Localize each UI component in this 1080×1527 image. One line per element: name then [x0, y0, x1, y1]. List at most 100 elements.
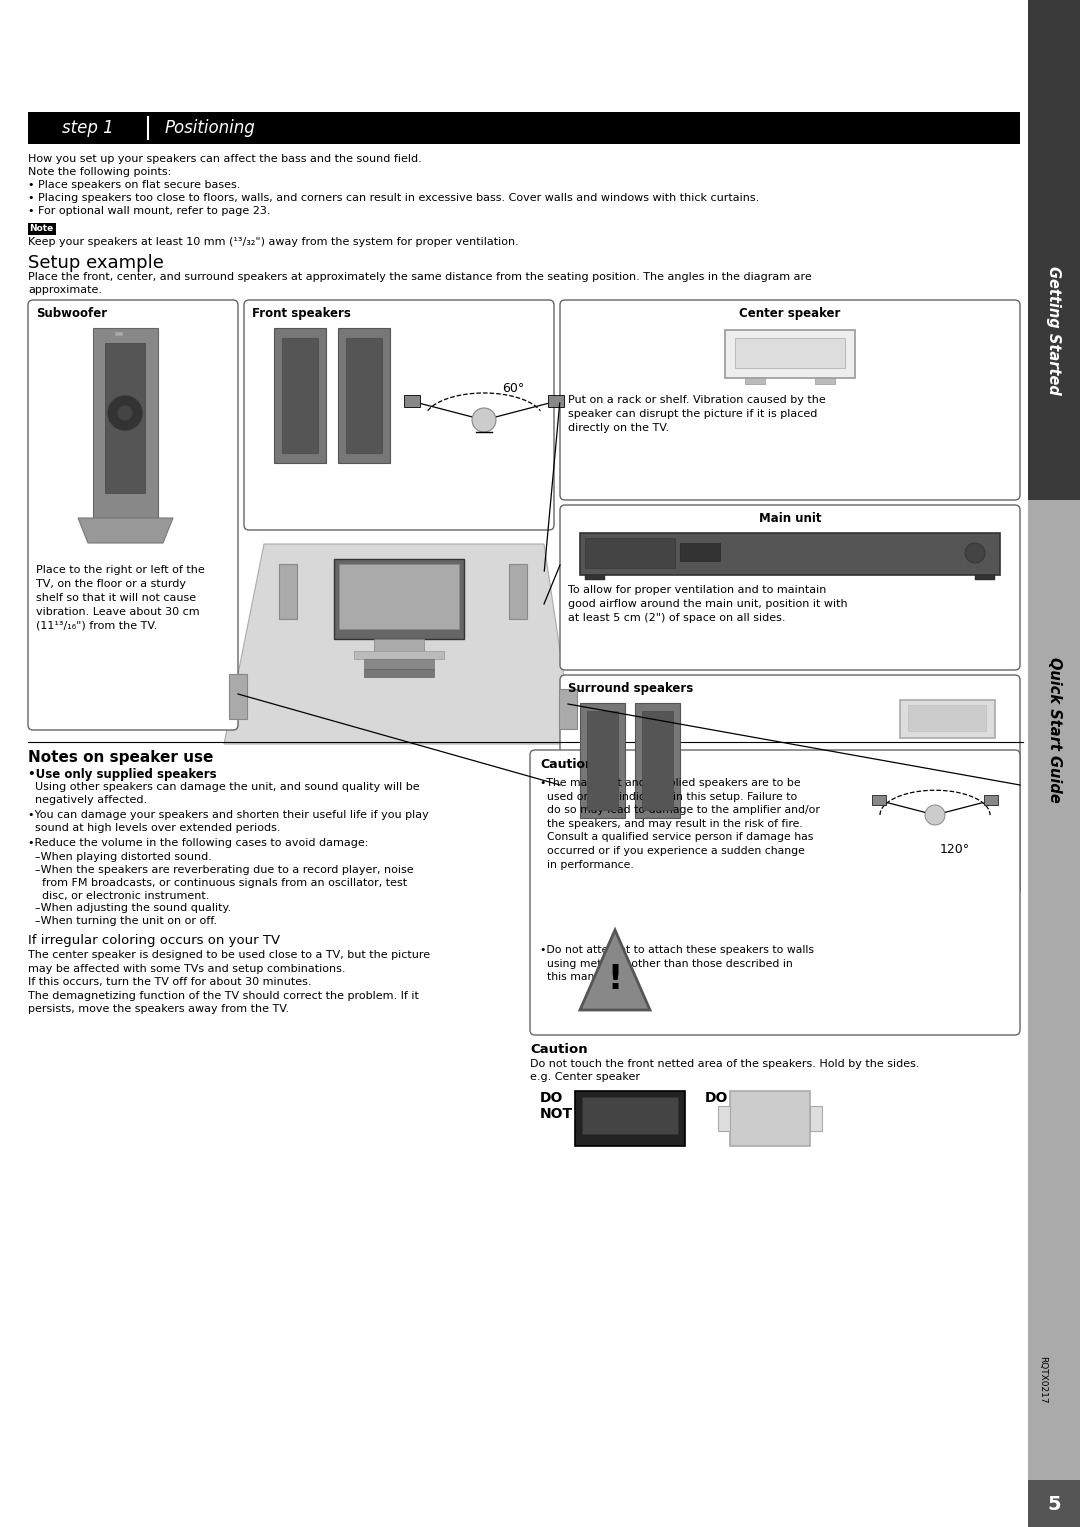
Polygon shape	[580, 930, 650, 1009]
Bar	[274, 328, 326, 463]
Bar	[975, 576, 995, 580]
FancyBboxPatch shape	[561, 505, 1020, 670]
Bar	[585, 576, 605, 580]
Text: 120°: 120°	[940, 843, 970, 857]
Bar	[635, 702, 680, 818]
Text: To allow for proper ventilation and to maintain
good airflow around the main uni: To allow for proper ventilation and to m…	[568, 585, 848, 623]
Text: Caution: Caution	[530, 1043, 588, 1057]
Bar	[1028, 1480, 1080, 1527]
Bar	[582, 1096, 678, 1135]
Bar	[580, 702, 625, 818]
Bar	[680, 544, 720, 560]
Bar	[279, 563, 297, 618]
Bar	[509, 563, 527, 618]
Text: Main unit: Main unit	[759, 512, 821, 525]
Circle shape	[117, 405, 133, 421]
Text: Note: Note	[29, 224, 53, 234]
Text: Keep your speakers at least 10 mm (¹³/₃₂") away from the system for proper venti: Keep your speakers at least 10 mm (¹³/₃₂…	[28, 237, 518, 247]
Bar	[642, 712, 673, 809]
Bar	[575, 1090, 685, 1145]
Text: –When adjusting the sound quality.: –When adjusting the sound quality.	[28, 902, 231, 913]
Bar	[28, 223, 56, 235]
Polygon shape	[224, 544, 573, 744]
Circle shape	[966, 544, 985, 563]
Text: DO: DO	[705, 1090, 728, 1106]
FancyBboxPatch shape	[530, 750, 1020, 1035]
Text: How you set up your speakers can affect the bass and the sound field.: How you set up your speakers can affect …	[28, 154, 422, 163]
Bar	[364, 660, 434, 669]
Text: –When turning the unit on or off.: –When turning the unit on or off.	[28, 916, 217, 925]
Bar	[735, 337, 845, 368]
Bar	[815, 379, 835, 383]
Bar	[745, 379, 765, 383]
Text: Surround speakers: Surround speakers	[568, 683, 693, 695]
Text: Using other speakers can damage the unit, and sound quality will be
  negatively: Using other speakers can damage the unit…	[28, 782, 420, 805]
Bar	[585, 538, 675, 568]
Text: •Do not attempt to attach these speakers to walls
  using methods other than tho: •Do not attempt to attach these speakers…	[540, 945, 814, 982]
Text: Getting Started: Getting Started	[1047, 266, 1062, 394]
Polygon shape	[78, 518, 173, 544]
Text: •Use only supplied speakers: •Use only supplied speakers	[28, 768, 217, 780]
Bar	[730, 1090, 810, 1145]
Bar	[1028, 0, 1080, 499]
Text: Quick Start Guide: Quick Start Guide	[1047, 657, 1062, 803]
Text: !: !	[607, 964, 622, 996]
Text: •You can damage your speakers and shorten their useful life if you play
  sound : •You can damage your speakers and shorte…	[28, 809, 429, 834]
Text: • For optional wall mount, refer to page 23.: • For optional wall mount, refer to page…	[28, 206, 270, 215]
FancyBboxPatch shape	[244, 299, 554, 530]
Polygon shape	[984, 796, 998, 805]
Text: Center speaker: Center speaker	[740, 307, 840, 321]
Text: Setup example: Setup example	[28, 253, 164, 272]
Bar	[374, 638, 424, 651]
Text: –When the speakers are reverberating due to a record player, noise
    from FM b: –When the speakers are reverberating due…	[28, 864, 414, 901]
Text: –When playing distorted sound.: –When playing distorted sound.	[28, 852, 212, 863]
Polygon shape	[404, 395, 420, 408]
Bar	[28, 111, 1020, 144]
Bar	[364, 669, 434, 676]
Bar	[338, 328, 390, 463]
Text: Subwoofer: Subwoofer	[36, 307, 107, 321]
Circle shape	[472, 408, 496, 432]
FancyBboxPatch shape	[561, 299, 1020, 499]
Text: • Place speakers on flat secure bases.: • Place speakers on flat secure bases.	[28, 180, 241, 189]
Bar	[580, 533, 1000, 576]
Text: Front speakers: Front speakers	[252, 307, 351, 321]
Bar	[114, 331, 123, 336]
Text: • Placing speakers too close to floors, walls, and corners can result in excessi: • Placing speakers too close to floors, …	[28, 192, 759, 203]
Bar	[282, 337, 318, 454]
Bar	[229, 673, 247, 719]
Text: RQTX0217: RQTX0217	[1039, 1356, 1048, 1403]
Bar	[334, 559, 464, 638]
Polygon shape	[548, 395, 564, 408]
Text: If irregular coloring occurs on your TV: If irregular coloring occurs on your TV	[28, 935, 280, 947]
Bar	[346, 337, 382, 454]
Bar	[725, 330, 855, 379]
Text: 5: 5	[1048, 1495, 1061, 1513]
Bar	[1028, 499, 1080, 1527]
Polygon shape	[872, 796, 886, 805]
Text: 60°: 60°	[502, 382, 524, 395]
Bar	[718, 1106, 730, 1132]
Text: Caution: Caution	[540, 757, 594, 771]
Circle shape	[107, 395, 143, 431]
Bar	[908, 705, 986, 731]
Text: Positioning: Positioning	[165, 119, 256, 137]
Text: Do not touch the front netted area of the speakers. Hold by the sides.
e.g. Cent: Do not touch the front netted area of th…	[530, 1060, 919, 1083]
Text: DO
NOT: DO NOT	[540, 1090, 573, 1121]
Bar	[354, 651, 444, 660]
Bar	[810, 1106, 822, 1132]
Text: Note the following points:: Note the following points:	[28, 166, 172, 177]
Text: Notes on speaker use: Notes on speaker use	[28, 750, 214, 765]
Bar	[105, 344, 145, 493]
Bar	[588, 712, 618, 809]
FancyBboxPatch shape	[561, 675, 1020, 895]
Text: Place to the right or left of the
TV, on the floor or a sturdy
shelf so that it : Place to the right or left of the TV, on…	[36, 565, 205, 631]
Text: The center speaker is designed to be used close to a TV, but the picture
may be : The center speaker is designed to be use…	[28, 950, 430, 1014]
Text: Put on a rack or shelf. Vibration caused by the
speaker can disrupt the picture : Put on a rack or shelf. Vibration caused…	[568, 395, 826, 434]
Bar	[339, 563, 459, 629]
Text: •The main unit and supplied speakers are to be
  used only as indicated in this : •The main unit and supplied speakers are…	[540, 777, 820, 869]
Text: step 1: step 1	[63, 119, 113, 137]
Text: Place the front, center, and surround speakers at approximately the same distanc: Place the front, center, and surround sp…	[28, 272, 812, 295]
FancyBboxPatch shape	[28, 299, 238, 730]
Bar	[559, 689, 577, 728]
